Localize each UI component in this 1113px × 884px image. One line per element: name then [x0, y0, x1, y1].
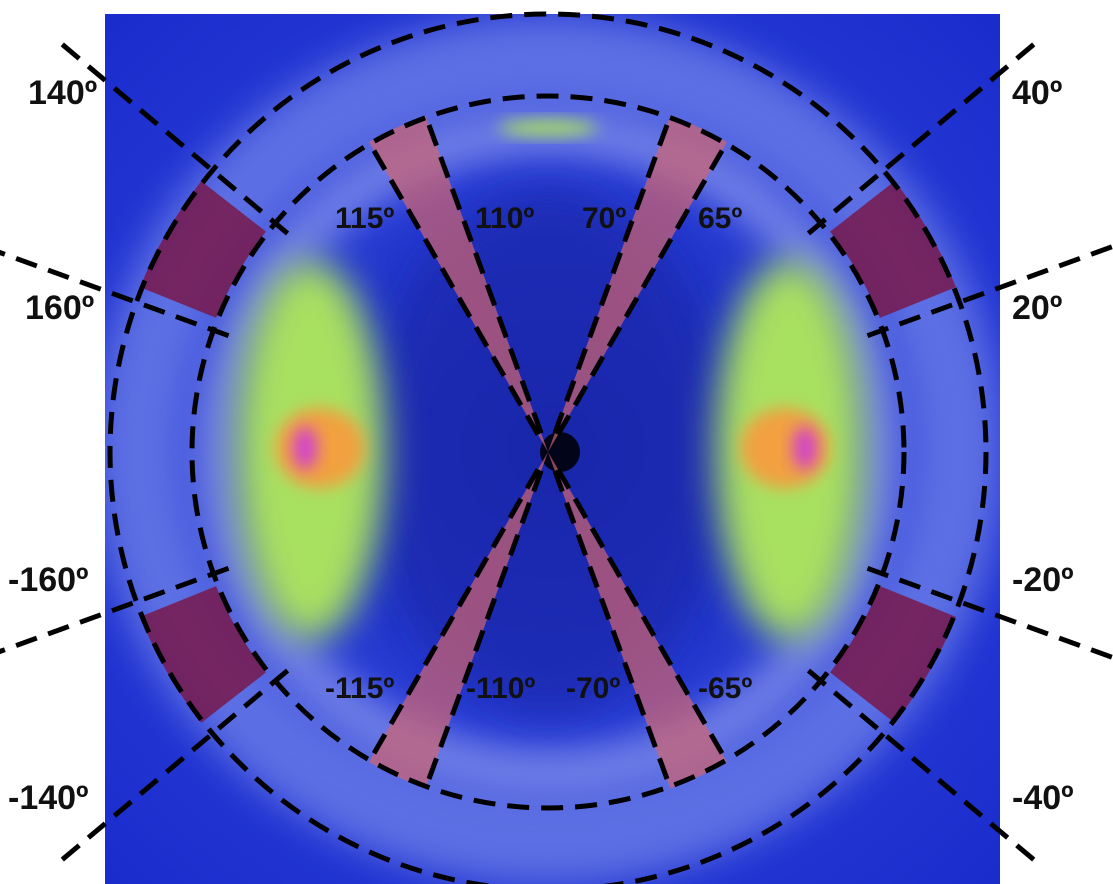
angle-label: 140º — [28, 74, 97, 112]
angle-label: 115º — [335, 202, 394, 235]
angle-label: 70º — [582, 202, 626, 235]
angle-label: 110º — [475, 202, 534, 235]
angle-label: -40º — [1012, 779, 1074, 817]
angle-label: -110º — [466, 672, 535, 705]
angle-label: -140º — [8, 779, 88, 817]
angle-label: -20º — [1012, 561, 1074, 599]
angle-label: 65º — [698, 202, 742, 235]
angle-label: 20º — [1012, 289, 1062, 327]
angle-label: -65º — [698, 672, 752, 705]
angle-label: 40º — [1012, 74, 1062, 112]
angle-label: -115º — [325, 672, 394, 705]
scattering-figure: 140º 40º 160º 20º -160º -20º -140º -40º … — [0, 0, 1113, 884]
page: {"labels": { "outer": ["140º", "40º", "1… — [0, 0, 1113, 884]
angle-label: -160º — [8, 561, 88, 599]
angle-label: 160º — [25, 289, 94, 327]
angle-label: -70º — [566, 672, 620, 705]
